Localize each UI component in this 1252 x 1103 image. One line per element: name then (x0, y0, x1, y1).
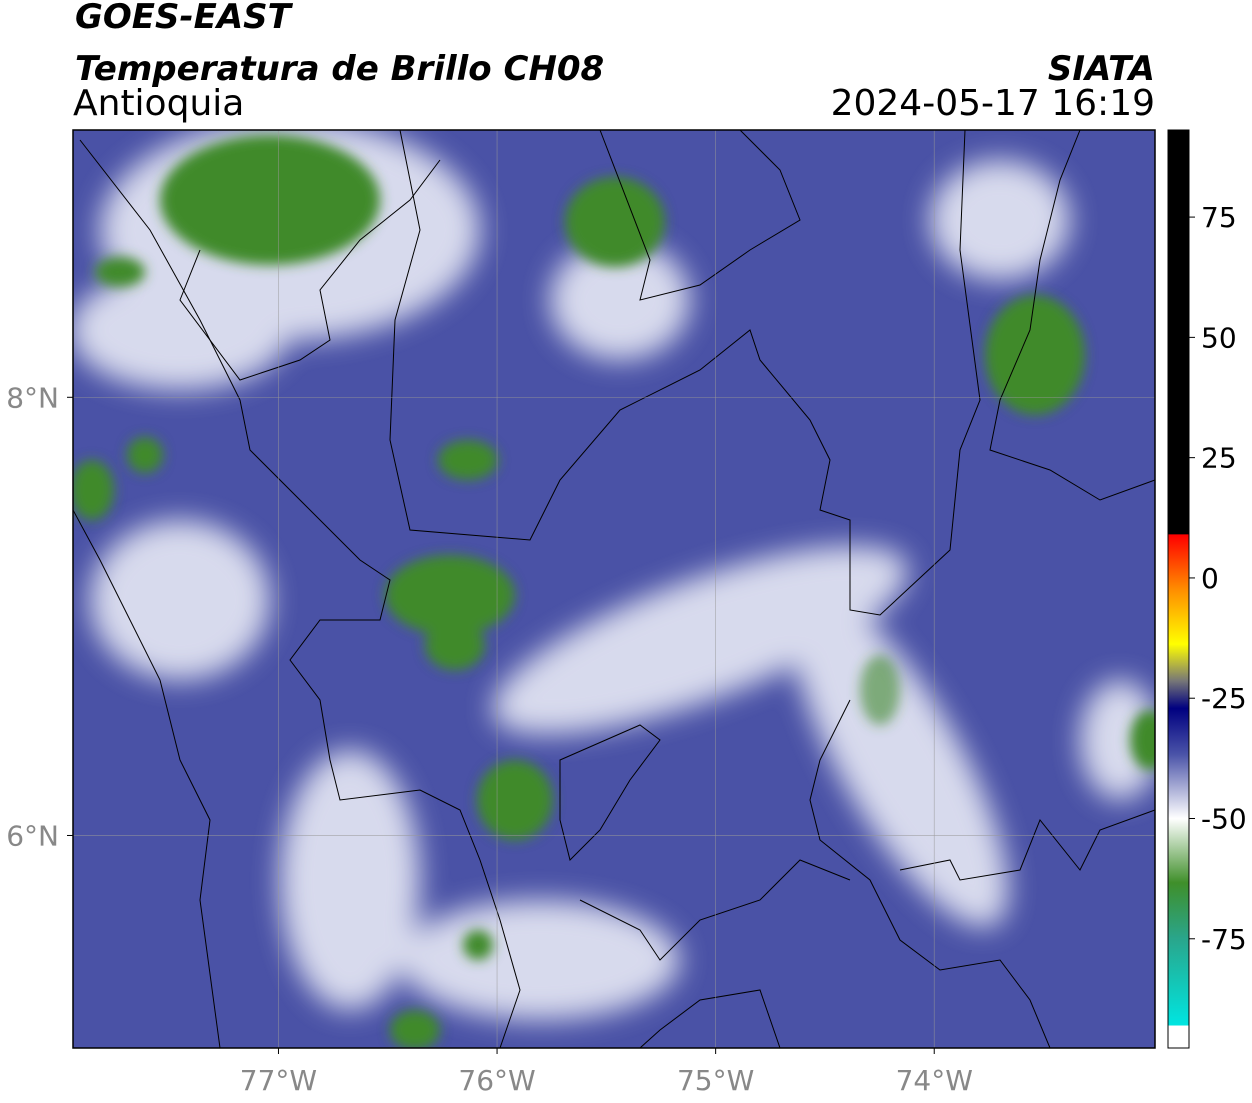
borders (73, 130, 1155, 1048)
x-tick-label: 75°W (677, 1064, 754, 1097)
x-tick-label: 77°W (240, 1064, 317, 1097)
colorbar-tick-label: -25 (1201, 682, 1247, 715)
datetime: 2024-05-17 16:19 (831, 83, 1155, 124)
colorbar-tick-label: -50 (1201, 803, 1247, 836)
region: Antioquia (73, 83, 244, 124)
x-tick-label: 74°W (896, 1064, 973, 1097)
org: SIATA (1048, 49, 1155, 89)
colorbar-tick-label: 25 (1201, 442, 1237, 475)
satellite-title: GOES-EAST (75, 0, 294, 37)
colorbar (1167, 129, 1190, 1049)
x-tick-label: 76°W (458, 1064, 535, 1097)
y-tick-label: 6°N (6, 819, 59, 852)
colorbar-tick-label: -75 (1201, 923, 1247, 956)
colorbar-tick-label: 0 (1201, 562, 1219, 595)
colorbar-tick-label: 50 (1201, 321, 1237, 354)
satellite-image (73, 130, 1155, 1048)
product-title: Temperatura de Brillo CH08 (75, 49, 604, 89)
grid (73, 130, 1155, 1048)
map-frame (72, 129, 1156, 1049)
y-tick-label: 8°N (6, 381, 59, 414)
colorbar-tick-label: 75 (1201, 201, 1237, 234)
